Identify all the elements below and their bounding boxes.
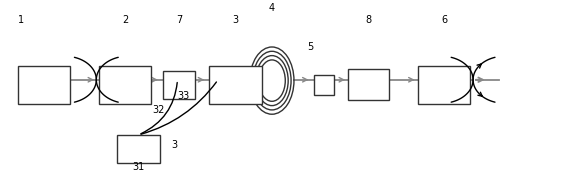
Text: 8: 8 <box>365 15 372 25</box>
Bar <box>418 66 470 104</box>
Text: 3: 3 <box>232 15 238 25</box>
Bar <box>99 66 152 104</box>
Bar <box>18 66 70 104</box>
Text: 32: 32 <box>152 105 164 115</box>
Text: 33: 33 <box>178 91 190 101</box>
Text: 5: 5 <box>308 42 314 52</box>
Bar <box>209 66 261 104</box>
Bar <box>314 75 334 95</box>
Text: 1: 1 <box>18 15 24 25</box>
Bar <box>349 69 389 100</box>
Text: 6: 6 <box>441 15 447 25</box>
Text: 4: 4 <box>269 2 275 13</box>
Text: 31: 31 <box>132 162 145 172</box>
Bar <box>117 135 160 162</box>
Text: 2: 2 <box>122 15 128 25</box>
Text: 7: 7 <box>176 15 182 25</box>
Text: 3: 3 <box>171 140 178 150</box>
Bar <box>163 71 195 99</box>
